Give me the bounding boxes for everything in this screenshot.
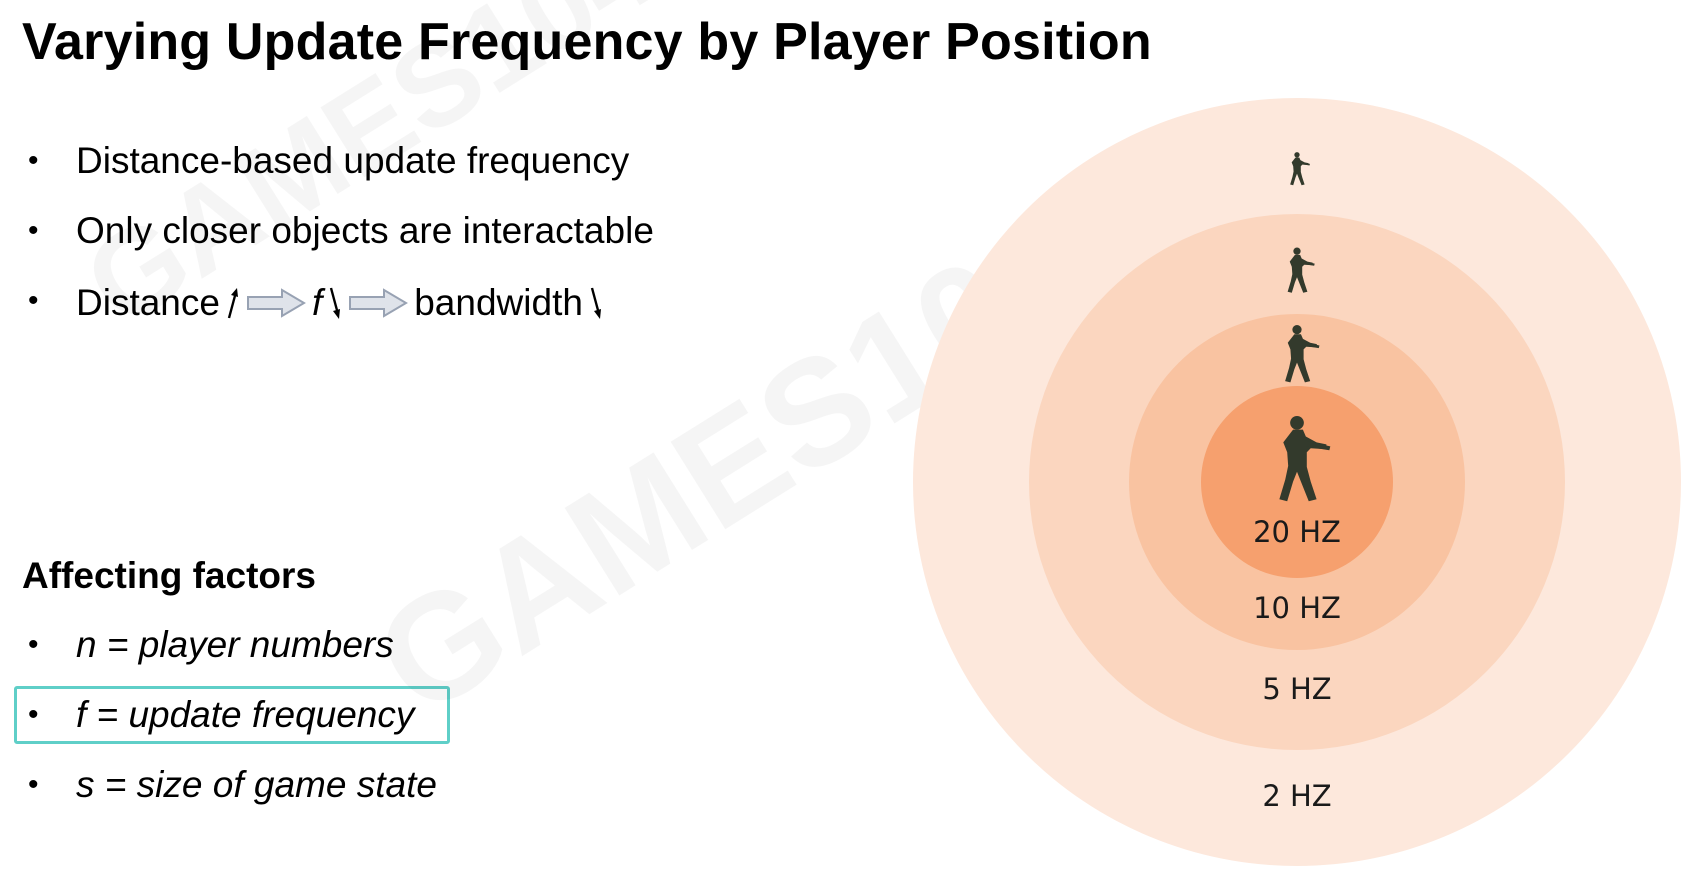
zone-label-2hz: 2 HZ [1262, 779, 1331, 813]
highlight-box [14, 686, 450, 744]
bullet-marker: • [28, 768, 39, 801]
implies-arrow-icon [246, 287, 306, 319]
zone-label-5hz: 5 HZ [1262, 672, 1331, 706]
zone-ring-20hz [1201, 386, 1393, 578]
bullet-text: Only closer objects are interactable [76, 210, 654, 251]
arrow-down-icon [589, 286, 603, 320]
slide-title: Varying Update Frequency by Player Posit… [22, 13, 1152, 71]
flow-distance: Distance [76, 282, 220, 324]
bullet-marker: • [28, 214, 39, 247]
flow-bandwidth: bandwidth [414, 282, 583, 324]
watermark-text: GAMES104 [63, 0, 677, 352]
implies-arrow-icon [348, 287, 409, 319]
factor-text: n = player numbers [76, 624, 394, 665]
bullet-marker: • [28, 628, 39, 661]
factors-list: • n = player numbers • f = update freque… [22, 610, 437, 820]
factor-item: • s = size of game state [22, 750, 437, 820]
bullet-item: • Only closer objects are interactable [22, 196, 654, 266]
factor-item-highlighted: • f = update frequency [22, 680, 437, 750]
bullet-item-flow: • Distance f bandwidth [22, 266, 654, 336]
bullet-text: Distance-based update frequency [76, 140, 630, 181]
zone-label-10hz: 10 HZ [1253, 591, 1341, 625]
factor-text: f = update frequency [76, 694, 415, 735]
bullet-marker: • [28, 698, 39, 731]
arrow-down-icon [328, 286, 342, 320]
factor-text: s = size of game state [76, 764, 437, 805]
factors-heading: Affecting factors [22, 555, 316, 596]
flow-frequency: f [311, 282, 323, 324]
zone-label-20hz: 20 HZ [1253, 515, 1341, 549]
bullet-marker: • [28, 284, 39, 317]
main-bullet-list: • Distance-based update frequency • Only… [22, 126, 654, 336]
bullet-marker: • [28, 144, 39, 177]
arrow-up-icon [226, 286, 240, 320]
factor-item: • n = player numbers [22, 610, 437, 680]
bullet-item: • Distance-based update frequency [22, 126, 654, 196]
